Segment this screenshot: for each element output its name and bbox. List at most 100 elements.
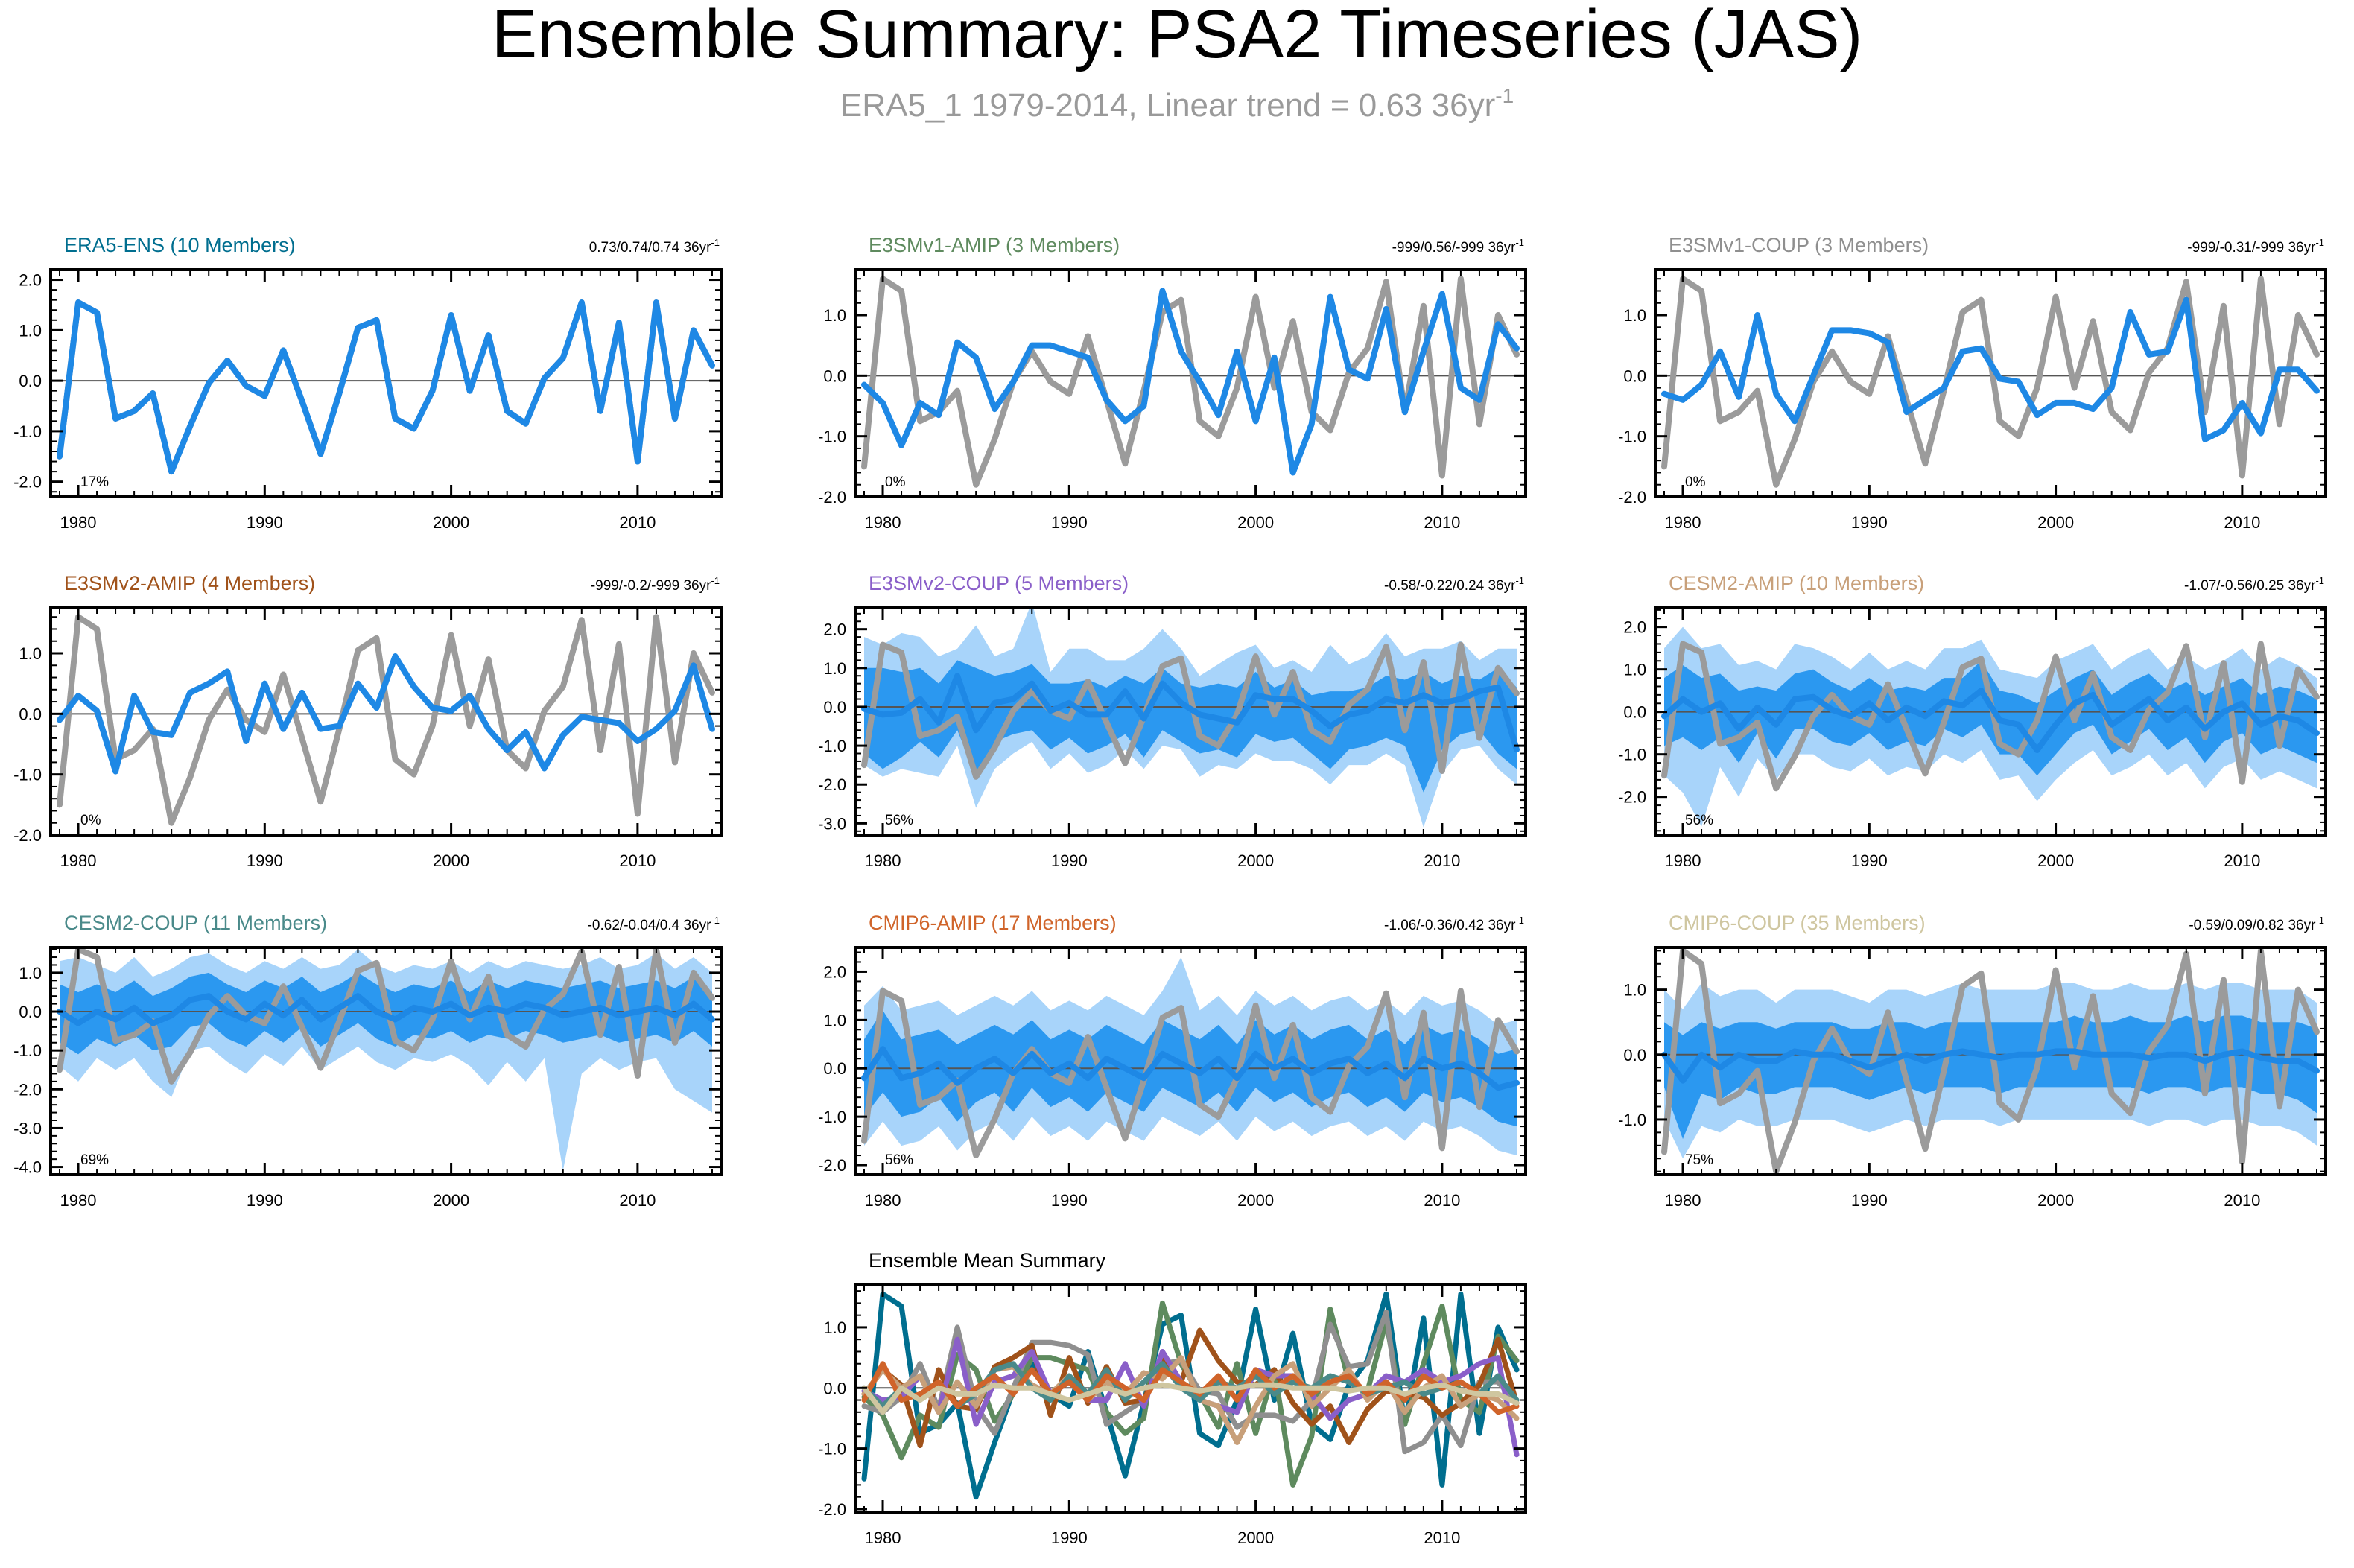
x-tick-label: 1980 xyxy=(865,851,901,870)
y-tick-label: 1.0 xyxy=(19,321,42,340)
x-tick-label: 2000 xyxy=(2037,851,2074,870)
x-tick-label: 1990 xyxy=(247,1191,283,1210)
y-tick-label: 0.0 xyxy=(19,372,42,390)
page-title: Ensemble Summary: PSA2 Timeseries (JAS) xyxy=(491,0,1863,72)
y-tick-label: 2.0 xyxy=(19,271,42,290)
observed-line xyxy=(57,299,715,475)
x-tick-label: 2010 xyxy=(1424,1529,1460,1547)
y-tick-label: 1.0 xyxy=(823,306,846,325)
panel-title: CESM2-AMIP (10 Members) xyxy=(1669,572,1924,594)
plot-area xyxy=(855,1291,1526,1500)
y-tick-label: 1.0 xyxy=(1623,981,1646,1000)
subtitle-text: ERA5_1 1979-2014, Linear trend = 0.63 36… xyxy=(840,87,1496,124)
plot-area xyxy=(1655,626,2326,827)
x-tick-label: 2000 xyxy=(433,1191,469,1210)
panel-trend: -0.62/-0.04/0.4 36yr-1 xyxy=(588,915,720,933)
x-tick-label: 1980 xyxy=(1665,513,1701,532)
ensemble-mean-line xyxy=(57,993,715,1026)
ensemble-mean-line xyxy=(1661,688,2320,753)
x-tick-label: 1990 xyxy=(1051,513,1088,532)
panel-e3smv2-coup: E3SMv2-COUP (5 Members) -0.58/-0.22/0.24 … xyxy=(818,572,1527,870)
subtitle-superscript: -1 xyxy=(1495,84,1514,107)
panel-title: CMIP6-COUP (35 Members) xyxy=(1669,912,1926,934)
y-tick-label: 1.0 xyxy=(823,659,846,678)
x-tick-label: 1980 xyxy=(1665,851,1701,870)
panel-title: E3SMv1-AMIP (3 Members) xyxy=(869,234,1120,256)
y-tick-label: 2.0 xyxy=(1623,618,1646,637)
y-tick-label: -3.0 xyxy=(13,1119,42,1137)
ensemble-mean-line xyxy=(1661,296,2320,442)
panel-title: Ensemble Mean Summary xyxy=(869,1249,1106,1272)
y-tick-label: 0.0 xyxy=(19,1003,42,1021)
x-tick-label: 2010 xyxy=(619,513,656,532)
x-tick-label: 2000 xyxy=(1237,851,1274,870)
ensemble-mean-line xyxy=(1661,1048,2320,1084)
plot-area xyxy=(51,948,721,1171)
x-tick-label: 1990 xyxy=(247,851,283,870)
panel-cesm2-amip: CESM2-AMIP (10 Members) -1.07/-0.56/0.25 … xyxy=(1618,572,2327,870)
panel-trend: -0.59/0.09/0.82 36yr-1 xyxy=(2189,915,2324,933)
x-tick-label: 2010 xyxy=(2224,1191,2260,1210)
panel-era5-ens: ERA5-ENS (10 Members) 0.73/0.74/0.74 36yr… xyxy=(13,234,723,532)
ensemble-mean-line xyxy=(57,653,715,775)
y-tick-label: -1.0 xyxy=(818,737,846,755)
panel-trend: -1.06/-0.36/0.42 36yr-1 xyxy=(1384,915,1524,933)
panel-trend: -999/0.56/-999 36yr-1 xyxy=(1392,237,1524,255)
observed-line xyxy=(1661,948,2320,1175)
y-tick-label: -2.0 xyxy=(818,1156,846,1175)
panel-frame xyxy=(1654,946,2327,1176)
x-tick-label: 2010 xyxy=(619,1191,656,1210)
x-tick-label: 2000 xyxy=(2037,513,2074,532)
panel-frame xyxy=(1654,268,2327,498)
x-tick-label: 1990 xyxy=(1851,1191,1888,1210)
panel-ensemble-mean-summary: Ensemble Mean Summary 1.0 0.0 -1.0 -2.0 1980 1… xyxy=(818,1249,1527,1547)
x-tick-label: 2010 xyxy=(1424,513,1460,532)
y-tick-label: -4.0 xyxy=(13,1158,42,1177)
y-tick-label: -1.0 xyxy=(13,766,42,784)
ensemble-mean-line xyxy=(861,673,1520,753)
panel-trend: -999/-0.2/-999 36yr-1 xyxy=(591,575,720,594)
y-tick-label: -1.0 xyxy=(818,1108,846,1126)
x-tick-label: 1990 xyxy=(1851,513,1888,532)
x-tick-label: 1980 xyxy=(865,513,901,532)
percentage-label: 56% xyxy=(885,1152,913,1168)
x-tick-label: 2000 xyxy=(2037,1191,2074,1210)
x-tick-label: 1980 xyxy=(1665,1191,1701,1210)
y-tick-label: -1.0 xyxy=(1618,746,1646,764)
ensemble-mean-line xyxy=(861,288,1520,476)
panel-title: E3SMv2-COUP (5 Members) xyxy=(869,572,1129,594)
x-tick-label: 1980 xyxy=(60,1191,97,1210)
panel-trend: -0.58/-0.22/0.24 36yr-1 xyxy=(1384,575,1524,594)
panel-title: CMIP6-AMIP (17 Members) xyxy=(869,912,1117,934)
panel-title: E3SMv1-COUP (3 Members) xyxy=(1669,234,1929,256)
y-tick-label: 1.0 xyxy=(1623,306,1646,325)
plot-area xyxy=(855,608,1526,828)
y-tick-label: 1.0 xyxy=(1623,661,1646,679)
y-tick-label: 1.0 xyxy=(19,964,42,983)
y-tick-label: 0.0 xyxy=(19,705,42,723)
y-tick-label: 2.0 xyxy=(823,620,846,639)
panel-title: ERA5-ENS (10 Members) xyxy=(64,234,296,256)
percentage-label: 0% xyxy=(885,474,906,490)
y-tick-label: 1.0 xyxy=(19,644,42,663)
y-tick-label: -3.0 xyxy=(818,814,846,833)
x-tick-label: 2000 xyxy=(1237,1529,1274,1547)
series-line-cesm2-amip xyxy=(861,1355,1520,1445)
panel-frame xyxy=(49,606,723,837)
x-tick-label: 1990 xyxy=(1051,851,1088,870)
panel-e3smv1-amip: E3SMv1-AMIP (3 Members) -999/0.56/-999 36… xyxy=(818,234,1527,532)
y-tick-label: -2.0 xyxy=(818,488,846,507)
x-tick-label: 2010 xyxy=(2224,851,2260,870)
panel-cmip6-coup: CMIP6-COUP (35 Members) -0.59/0.09/0.82 3… xyxy=(1618,912,2327,1210)
observed-line xyxy=(861,276,1520,488)
x-tick-label: 2010 xyxy=(1424,1191,1460,1210)
percentage-label: 17% xyxy=(80,474,109,490)
panel-frame xyxy=(854,1283,1527,1514)
x-tick-label: 2010 xyxy=(619,851,656,870)
x-tick-label: 1990 xyxy=(247,513,283,532)
percentage-label: 56% xyxy=(885,813,913,828)
percentage-label: 75% xyxy=(1685,1152,1713,1168)
percentage-label: 0% xyxy=(1685,474,1706,490)
y-tick-label: -1.0 xyxy=(13,422,42,441)
